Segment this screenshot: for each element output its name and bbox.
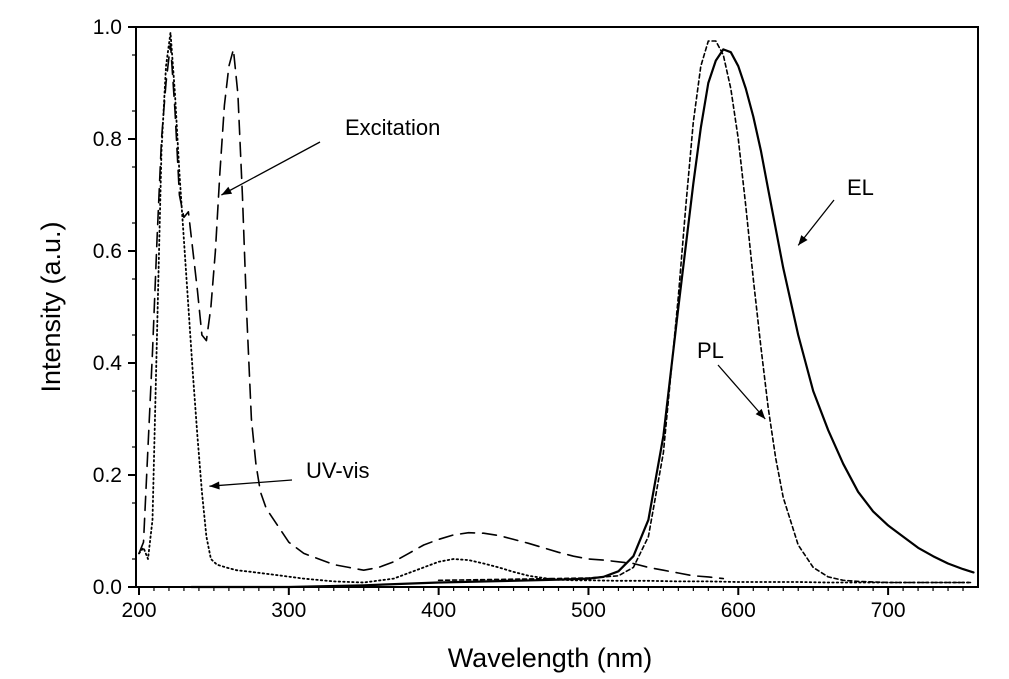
series-el-line (190, 48, 975, 589)
annotation-arrow-head (755, 408, 766, 419)
annotation-arrow-line (209, 479, 293, 487)
annotation-arrow-head (798, 235, 808, 246)
y-axis-title: Intensity (a.u.) (36, 221, 66, 392)
y-tick-label: 0.0 (93, 576, 122, 599)
annotation-arrow-line (221, 141, 321, 196)
ticks-layer: 200 300 400 500 600 700 0.0 0.2 0.4 0.6 0.8 1.0 (93, 16, 964, 622)
x-tick-label: 700 (871, 599, 906, 622)
x-tick-label: 400 (421, 599, 456, 622)
series-uv-vis-line (138, 31, 972, 584)
annotation-arrow-line (717, 364, 766, 420)
plot-frame (135, 26, 979, 588)
annotation-arrow-head (209, 481, 220, 490)
x-tick-label: 300 (271, 599, 306, 622)
series-excitation-line (138, 43, 725, 580)
series-layer (138, 31, 975, 589)
x-tick-label: 500 (571, 599, 606, 622)
x-tick-label: 200 (121, 599, 156, 622)
x-axis-title: Wavelength (nm) (448, 643, 653, 673)
y-tick-label: 0.4 (93, 352, 123, 375)
annotation-el-label: EL (847, 175, 874, 200)
annotations: Excitation UV-vis EL PL (209, 115, 874, 490)
annotation-pl-label: PL (697, 338, 724, 363)
y-tick-label: 1.0 (93, 16, 122, 39)
series-pl-line (437, 40, 972, 584)
annotation-excitation-label: Excitation (345, 115, 440, 140)
annotation-uv-vis-label: UV-vis (306, 458, 370, 483)
x-tick-label: 600 (721, 599, 756, 622)
annotation-arrow-head (221, 186, 233, 195)
y-tick-label: 0.2 (93, 464, 122, 487)
y-tick-label: 0.6 (93, 240, 122, 263)
y-tick-label: 0.8 (93, 128, 122, 151)
